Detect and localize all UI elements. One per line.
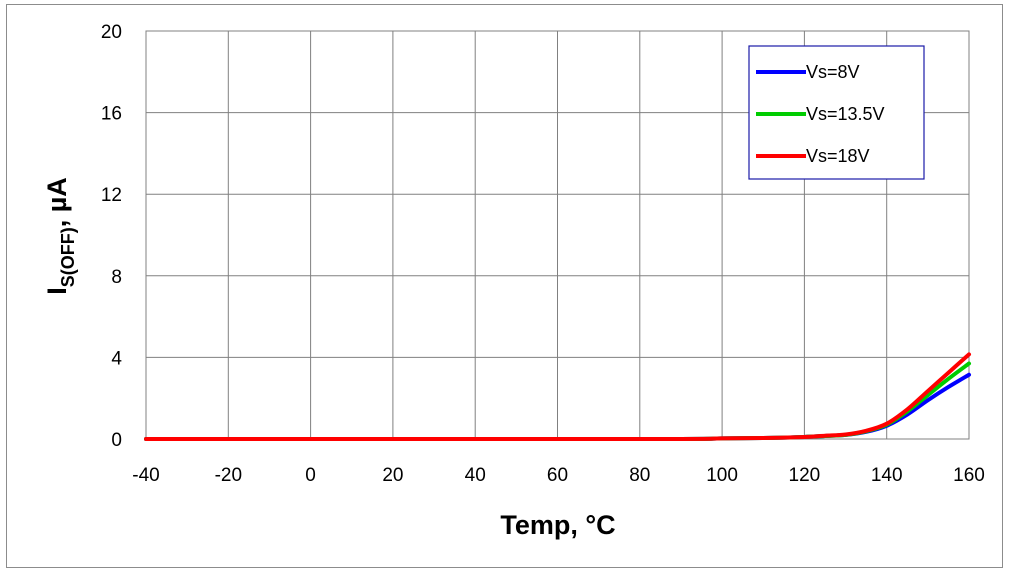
series-line-3: [144, 352, 971, 442]
y-axis-title: IS(OFF), µA: [42, 177, 78, 295]
y-tick-labels: 0 4 8 12 16 20: [101, 22, 123, 451]
y-axis-title-main: I: [42, 287, 72, 295]
x-tick-label: 160: [953, 465, 985, 486]
y-tick-label: 20: [101, 22, 122, 43]
series-lines: [144, 352, 971, 442]
y-axis-title-subscript: S(OFF): [58, 227, 78, 287]
x-tick-label: -20: [215, 465, 242, 486]
y-tick-label: 0: [111, 430, 122, 451]
x-tick-label: 120: [789, 465, 821, 486]
x-tick-label: 140: [871, 465, 903, 486]
x-tick-label: 40: [465, 465, 486, 486]
y-tick-label: 16: [101, 104, 122, 125]
y-tick-label: 4: [111, 348, 122, 369]
legend-label: Vs=18V: [806, 146, 870, 166]
y-tick-label: 12: [101, 185, 122, 206]
x-axis-title: Temp, °C: [500, 510, 615, 540]
x-tick-labels: -40 -20 0 20 40 60 80 100 120 140 160: [132, 465, 985, 486]
legend: Vs=8V Vs=13.5V Vs=18V: [748, 45, 925, 180]
y-tick-label: 8: [111, 267, 122, 288]
x-tick-label: 80: [629, 465, 650, 486]
y-axis-title-suffix: , µA: [42, 177, 72, 227]
legend-label: Vs=13.5V: [806, 104, 885, 124]
x-tick-label: 0: [305, 465, 316, 486]
legend-label: Vs=8V: [806, 62, 860, 82]
x-tick-label: -40: [132, 465, 159, 486]
x-tick-label: 20: [382, 465, 403, 486]
x-tick-label: 60: [547, 465, 568, 486]
x-tick-label: 100: [706, 465, 738, 486]
